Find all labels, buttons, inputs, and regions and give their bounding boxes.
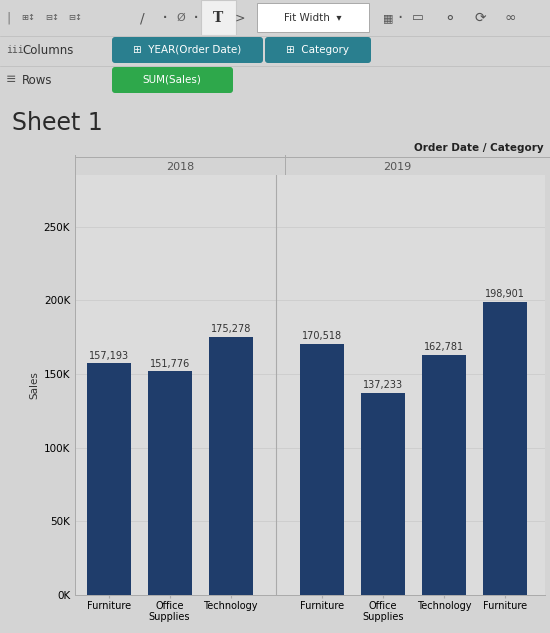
Text: ⊟↕: ⊟↕ (68, 13, 82, 23)
FancyBboxPatch shape (112, 37, 263, 63)
Text: 2018: 2018 (166, 162, 194, 172)
Bar (361, 392, 405, 595)
Text: ⚬: ⚬ (444, 11, 456, 25)
Text: ·: · (397, 9, 403, 27)
Text: 157,193: 157,193 (89, 351, 129, 361)
Text: >: > (235, 11, 245, 25)
FancyBboxPatch shape (257, 3, 369, 32)
Text: ⊟↕: ⊟↕ (45, 13, 59, 23)
Text: Fit Width  ▾: Fit Width ▾ (284, 13, 342, 23)
Text: 175,278: 175,278 (211, 324, 251, 334)
Bar (208, 337, 252, 595)
Text: 2019: 2019 (383, 162, 411, 172)
Text: ·: · (162, 8, 168, 27)
Bar (86, 363, 130, 595)
Text: ▭: ▭ (412, 11, 424, 25)
Bar (147, 372, 191, 595)
Text: iii: iii (6, 45, 24, 55)
FancyBboxPatch shape (265, 37, 371, 63)
Text: ·: · (193, 8, 199, 27)
Bar (300, 344, 344, 595)
Bar (483, 302, 527, 595)
FancyBboxPatch shape (201, 0, 236, 35)
Text: Order Date / Category: Order Date / Category (414, 143, 544, 153)
Y-axis label: Sales: Sales (30, 371, 40, 399)
Text: ⟳: ⟳ (474, 11, 486, 25)
Text: ▦: ▦ (383, 13, 393, 23)
Text: 137,233: 137,233 (363, 380, 403, 390)
Text: 170,518: 170,518 (302, 331, 342, 341)
Text: Columns: Columns (22, 44, 73, 56)
Text: SUM(Sales): SUM(Sales) (142, 75, 201, 85)
Text: ⊞↕: ⊞↕ (21, 13, 35, 23)
Text: ⊞  Category: ⊞ Category (287, 45, 349, 55)
Text: ≡: ≡ (6, 73, 16, 87)
Text: ∞: ∞ (504, 11, 516, 25)
Text: Sheet 1: Sheet 1 (12, 111, 103, 135)
Text: Ø: Ø (177, 13, 185, 23)
Text: 198,901: 198,901 (486, 289, 525, 299)
Text: T: T (213, 11, 223, 25)
Text: 162,781: 162,781 (424, 342, 464, 353)
Text: /: / (140, 11, 144, 25)
Text: ⊞  YEAR(Order Date): ⊞ YEAR(Order Date) (133, 45, 241, 55)
FancyBboxPatch shape (112, 67, 233, 93)
Text: 151,776: 151,776 (150, 359, 190, 368)
Text: |: | (6, 11, 10, 25)
Text: Rows: Rows (22, 73, 52, 87)
Bar (422, 355, 466, 595)
